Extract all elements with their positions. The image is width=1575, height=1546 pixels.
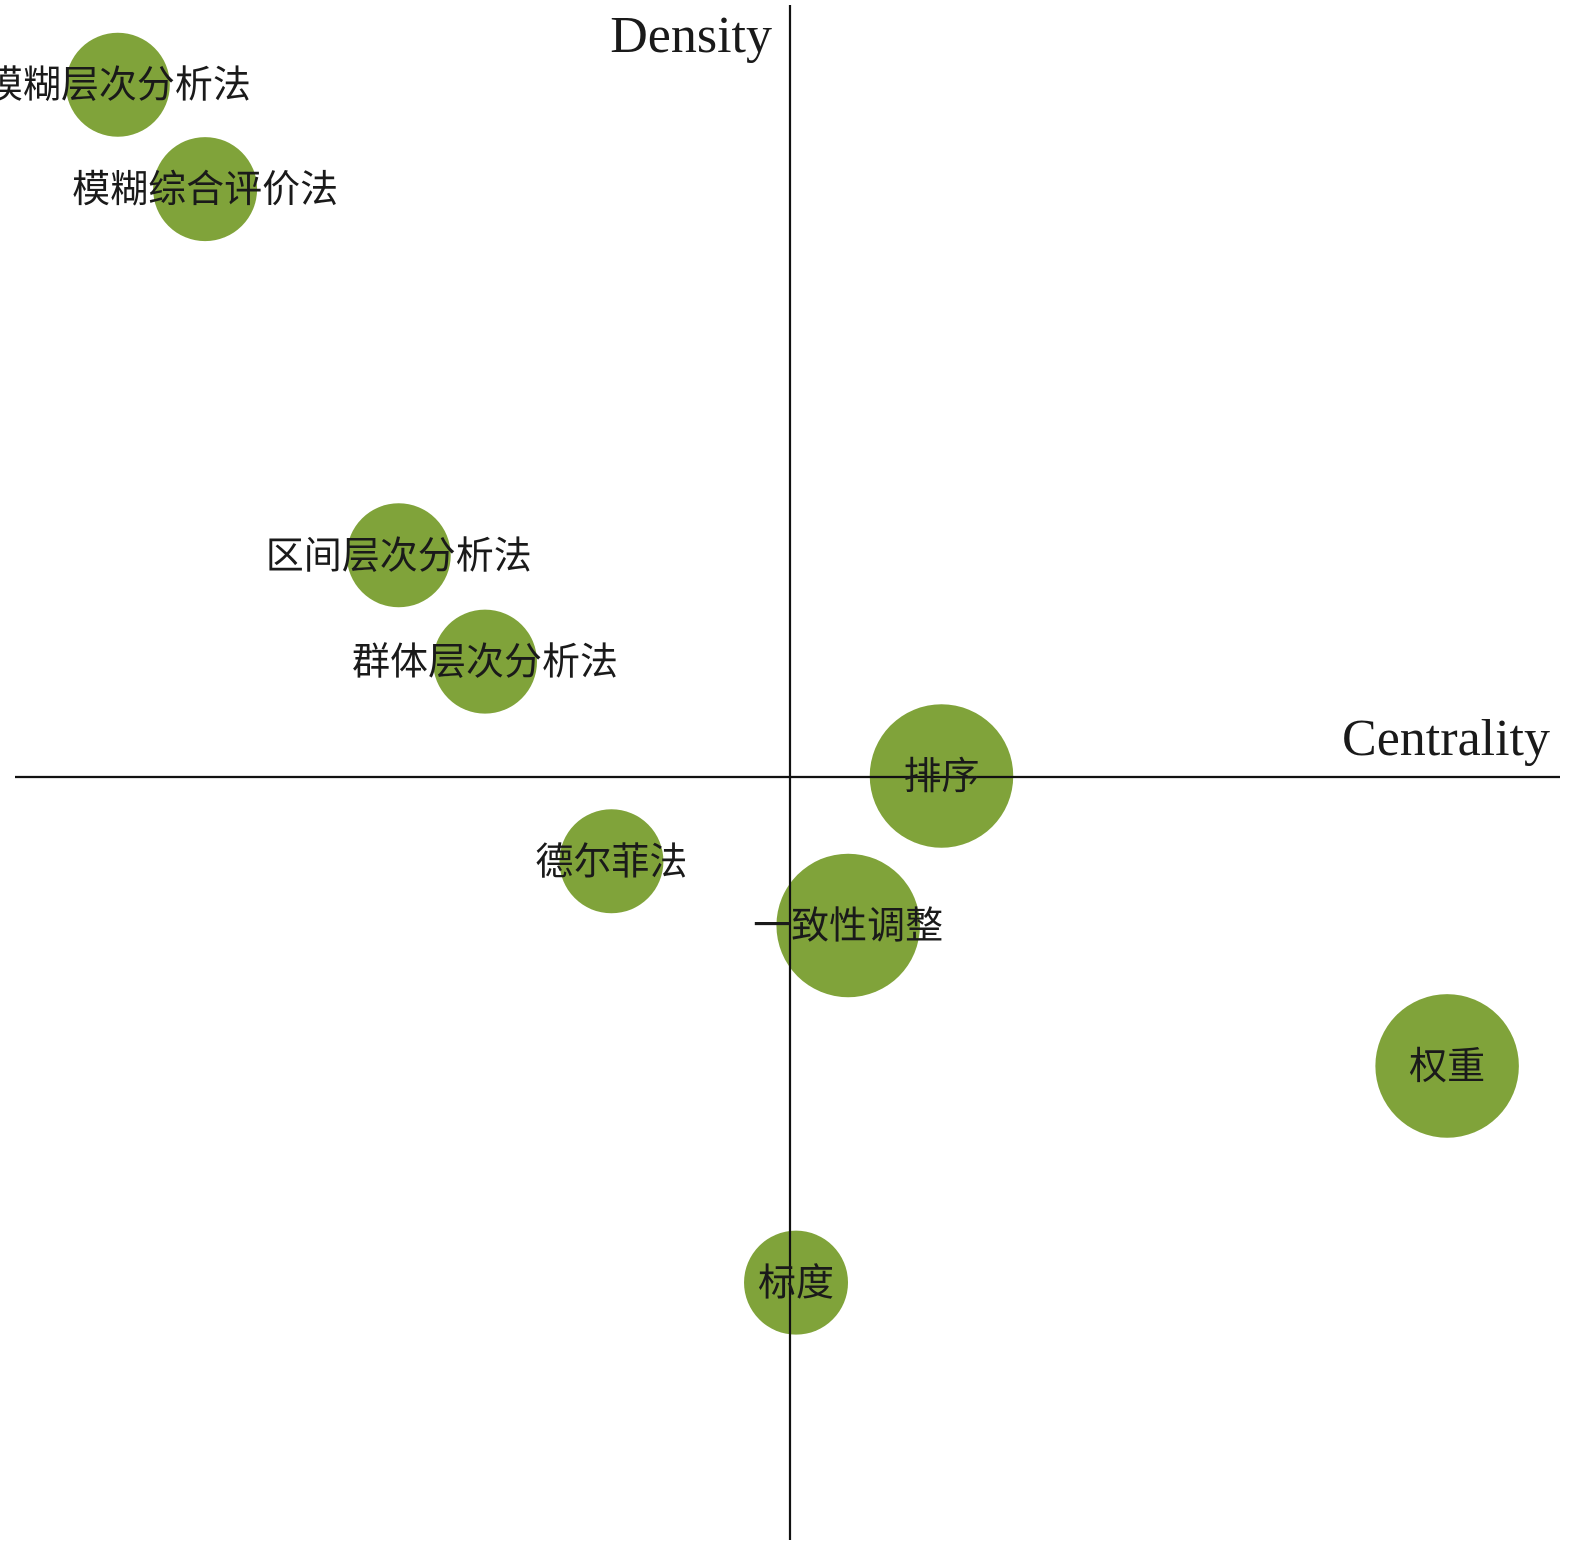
bubble-point — [65, 32, 170, 137]
bubble-label: 模糊综合评价法 — [72, 167, 338, 211]
bubble-point — [346, 503, 451, 608]
bubble-point — [559, 809, 664, 914]
labels-layer: 模糊层次分析法模糊综合评价法区间层次分析法群体层次分析法排序德尔菲法一致性调整权… — [0, 63, 1485, 1305]
bubble-label: 模糊层次分析法 — [0, 63, 251, 107]
x-axis-title: Centrality — [1342, 710, 1550, 767]
bubble-label: 标度 — [758, 1261, 834, 1305]
bubble-label: 权重 — [1409, 1044, 1485, 1088]
bubble-point — [744, 1230, 849, 1335]
bubble-point — [1375, 994, 1519, 1138]
bubble-label: 德尔菲法 — [535, 839, 687, 883]
bubble-point — [433, 609, 538, 714]
bubble-point — [153, 137, 258, 242]
bubble-label: 一致性调整 — [753, 903, 943, 947]
bubble-label: 群体层次分析法 — [352, 640, 618, 684]
bubble-point — [776, 853, 920, 998]
bubble-label: 区间层次分析法 — [266, 533, 532, 577]
bubbles-layer — [65, 32, 1519, 1335]
bubble-label: 排序 — [903, 754, 979, 798]
y-axis-title: Density — [610, 7, 772, 64]
